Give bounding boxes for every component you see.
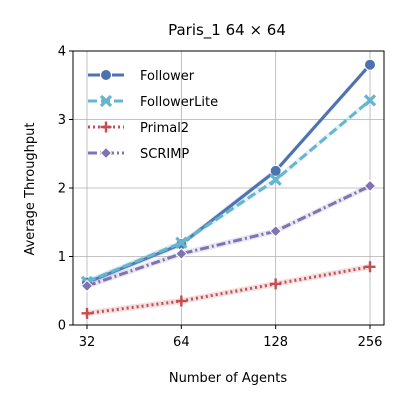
series-primal2 [81, 261, 376, 319]
x-tick-label: 64 [173, 335, 190, 350]
data-point-scrimp [175, 247, 188, 260]
data-point-scrimp [80, 279, 94, 293]
data-point-primal2 [270, 278, 282, 290]
legend-marker-scrimp [99, 146, 113, 160]
data-point-followerlite [269, 173, 282, 186]
series-scrimp [80, 179, 377, 293]
chart-title: Paris_1 64 × 64 [168, 21, 286, 40]
legend-label-primal2: Primal2 [140, 121, 189, 136]
series-line-scrimp [86, 184, 371, 288]
legend-label-followerlite: FollowerLite [140, 95, 218, 110]
series-follower [81, 58, 376, 289]
legend-label-scrimp: SCRIMP [140, 147, 189, 162]
series-line-follower [86, 63, 372, 284]
y-tick-label: 3 [58, 113, 66, 128]
y-tick-label: 4 [58, 45, 66, 60]
data-point-scrimp [269, 224, 282, 238]
y-tick-label: 1 [58, 250, 66, 265]
data-point-followerlite [175, 236, 188, 249]
x-tick-label: 32 [79, 335, 96, 350]
series-band-follower [87, 61, 370, 286]
grid-lines [73, 50, 384, 326]
data-point-follower [364, 58, 376, 71]
axis-ticks: 32 64 128 256 0 1 2 3 4 [58, 45, 383, 351]
data-point-primal2 [364, 261, 376, 273]
series-line-followerlite [86, 99, 371, 284]
data-point-scrimp [363, 179, 377, 193]
data-point-follower [269, 164, 282, 177]
x-axis-label: Number of Agents [169, 371, 287, 386]
x-tick-label: 256 [358, 335, 383, 350]
y-tick-label: 0 [58, 319, 66, 334]
data-point-followerlite [363, 94, 377, 107]
series-followerlite [80, 94, 377, 288]
y-tick-label: 2 [58, 182, 66, 197]
x-tick-label: 128 [263, 335, 288, 350]
legend-marker-primal2 [100, 121, 112, 133]
legend-label-follower: Follower [140, 69, 195, 84]
y-axis-label: Average Throughput [23, 122, 38, 255]
legend: Follower FollowerLite Primal2 SCRIMP [88, 69, 218, 162]
legend-marker-follower [100, 69, 112, 81]
data-point-primal2 [175, 295, 187, 307]
legend-marker-followerlite [99, 94, 113, 108]
data-point-primal2 [81, 307, 93, 319]
